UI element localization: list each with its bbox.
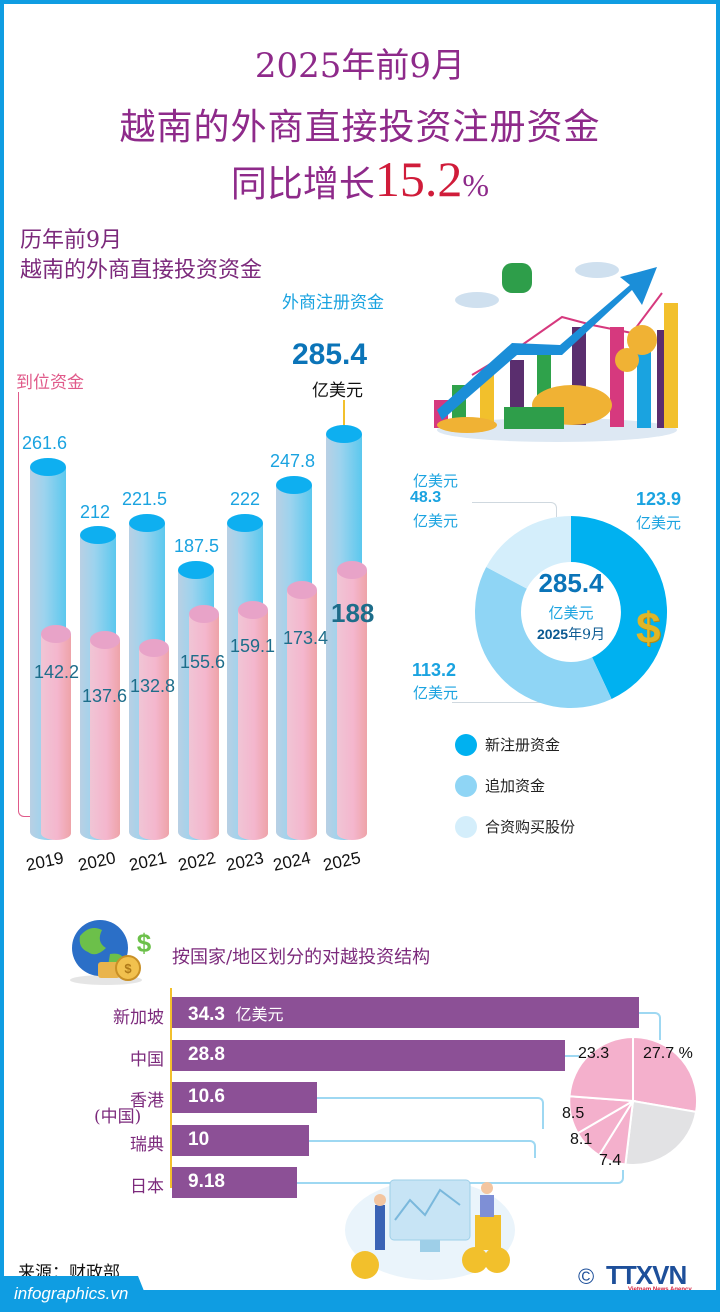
legend-dot-new — [455, 734, 477, 756]
bar-unit-singapore: 亿美元 — [235, 1005, 284, 1024]
headline-growth: 同比增长15.2% — [0, 150, 720, 208]
donut-center-period: 2025年9月 — [521, 624, 621, 644]
value-disbursed-2021: 132.8 — [130, 676, 176, 696]
legend-label-jv: 合资购买股份 — [485, 818, 576, 836]
globe-coins-icon: $ $ — [70, 920, 152, 985]
bar-disbursed-2025 — [337, 561, 367, 840]
donut-center-month: 年9月 — [568, 627, 606, 643]
value-disbursed-2019: 142.2 — [34, 662, 80, 682]
connector-hongkong — [317, 1097, 544, 1129]
bar-hongkong: 10.6 — [172, 1082, 317, 1113]
bar-value-sweden: 10 — [188, 1129, 210, 1150]
donut-center-year: 2025 — [536, 626, 569, 642]
bar-singapore: 34.3 亿美元 — [172, 997, 639, 1028]
bar-value-singapore: 34.3 — [188, 1004, 225, 1025]
growth-unit: % — [462, 167, 490, 203]
headline-period: 2025年前9月 — [254, 46, 466, 86]
value-disbursed-2024: 173.4 — [283, 628, 329, 648]
bar-value-hongkong: 10.6 — [188, 1086, 225, 1107]
share-sweden: 8.1 — [570, 1131, 593, 1148]
legend-dot-added — [455, 775, 477, 797]
copyright-icon: © — [578, 1264, 595, 1289]
share-singapore: 27.7 % — [643, 1045, 693, 1062]
country-axis-line — [170, 988, 172, 1188]
country-label-sweden: 瑞典 — [130, 1135, 164, 1155]
legend-registered-label: 外商注册资金 — [282, 293, 384, 313]
country-label-hongkong: 香港 — [130, 1091, 164, 1111]
bar-disbursed-2020 — [90, 631, 120, 840]
donut-jv-unit: 亿美元 — [413, 512, 459, 530]
donut-center-value: 285.4 — [538, 568, 604, 598]
value-registered-2021: 221.5 — [122, 489, 168, 509]
share-japan: 7.4 — [599, 1152, 622, 1169]
bar-china: 28.8 — [172, 1040, 565, 1071]
bar-disbursed-2023 — [238, 601, 268, 840]
bar-value-china: 28.8 — [188, 1044, 225, 1065]
bar-disbursed-2022 — [189, 605, 219, 840]
share-pie-chart — [568, 1035, 698, 1166]
donut-added-unit: 亿美元 — [413, 684, 459, 702]
country-label-singapore: 新加坡 — [113, 1008, 164, 1028]
value-registered-2022: 187.5 — [174, 536, 220, 556]
donut-added-connector — [452, 702, 572, 703]
site-tab — [0, 1276, 150, 1306]
bar-chart-title-line1: 历年前9月 — [20, 228, 122, 253]
svg-text:$: $ — [124, 961, 132, 976]
ttxvn-logo: TTXVN — [606, 1260, 687, 1290]
highlight-connector — [343, 400, 345, 430]
site-link[interactable]: infographics.vn — [14, 1284, 129, 1303]
donut-jv-value: 48.3 — [410, 489, 442, 506]
donut-added-value: 113.2 — [412, 660, 457, 680]
donut-center-unit: 亿美元 — [548, 604, 594, 622]
bar-sweden: 10 — [172, 1125, 309, 1156]
bar-disbursed-2021 — [139, 639, 169, 840]
connector-china — [565, 1055, 579, 1057]
donut-chart — [474, 516, 668, 709]
share-china: 23.3 — [578, 1045, 610, 1062]
connector-singapore — [639, 1012, 661, 1040]
legend-disbursed-label: 到位资金 — [16, 373, 84, 393]
value-disbursed-2020: 137.6 — [82, 686, 128, 706]
country-label-china: 中国 — [130, 1050, 164, 1070]
legend-label-new: 新注册资金 — [485, 736, 561, 754]
value-registered-2019: 261.6 — [22, 433, 68, 453]
footer-band — [0, 1290, 720, 1312]
growth-value: 15.2 — [374, 151, 463, 207]
donut-jv-connector — [472, 502, 557, 517]
highlight-value: 285.4 — [292, 338, 368, 371]
dollar-sign-icon: $ — [636, 604, 661, 653]
country-label-hongkong-note: (中国) — [94, 1107, 142, 1127]
share-hongkong: 8.5 — [562, 1105, 585, 1122]
value-registered-2020: 212 — [80, 502, 111, 522]
value-registered-2023: 222 — [230, 489, 261, 509]
bar-japan: 9.18 — [172, 1167, 297, 1198]
highlight-unit: 亿美元 — [312, 381, 363, 401]
growth-illustration — [434, 262, 678, 442]
donut-stray-unit: 亿美元 — [413, 472, 459, 490]
value-disbursed-2023: 159.1 — [230, 636, 276, 656]
svg-text:$: $ — [137, 928, 152, 958]
bar-disbursed-2024 — [287, 581, 317, 840]
donut-new-value: 123.9 — [636, 489, 682, 509]
bar-value-japan: 9.18 — [188, 1171, 225, 1192]
investment-illustration — [345, 1179, 515, 1280]
bar-disbursed-2019 — [41, 625, 71, 840]
headline-subject: 越南的外商直接投资注册资金 — [119, 107, 601, 148]
value-disbursed-2025: 188 — [331, 598, 375, 628]
legend-dot-jv — [455, 816, 477, 838]
country-chart-title: 按国家/地区划分的对越投资结构 — [172, 947, 431, 968]
legend-label-added: 追加资金 — [485, 777, 546, 795]
bar-chart-title-line2: 越南的外商直接投资资金 — [20, 258, 263, 283]
growth-prefix: 同比增长 — [230, 164, 375, 205]
donut-new-unit: 亿美元 — [636, 514, 682, 532]
value-registered-2024: 247.8 — [270, 451, 316, 471]
country-label-japan: 日本 — [130, 1177, 164, 1197]
value-disbursed-2022: 155.6 — [180, 652, 226, 672]
connector-sweden — [309, 1140, 536, 1158]
